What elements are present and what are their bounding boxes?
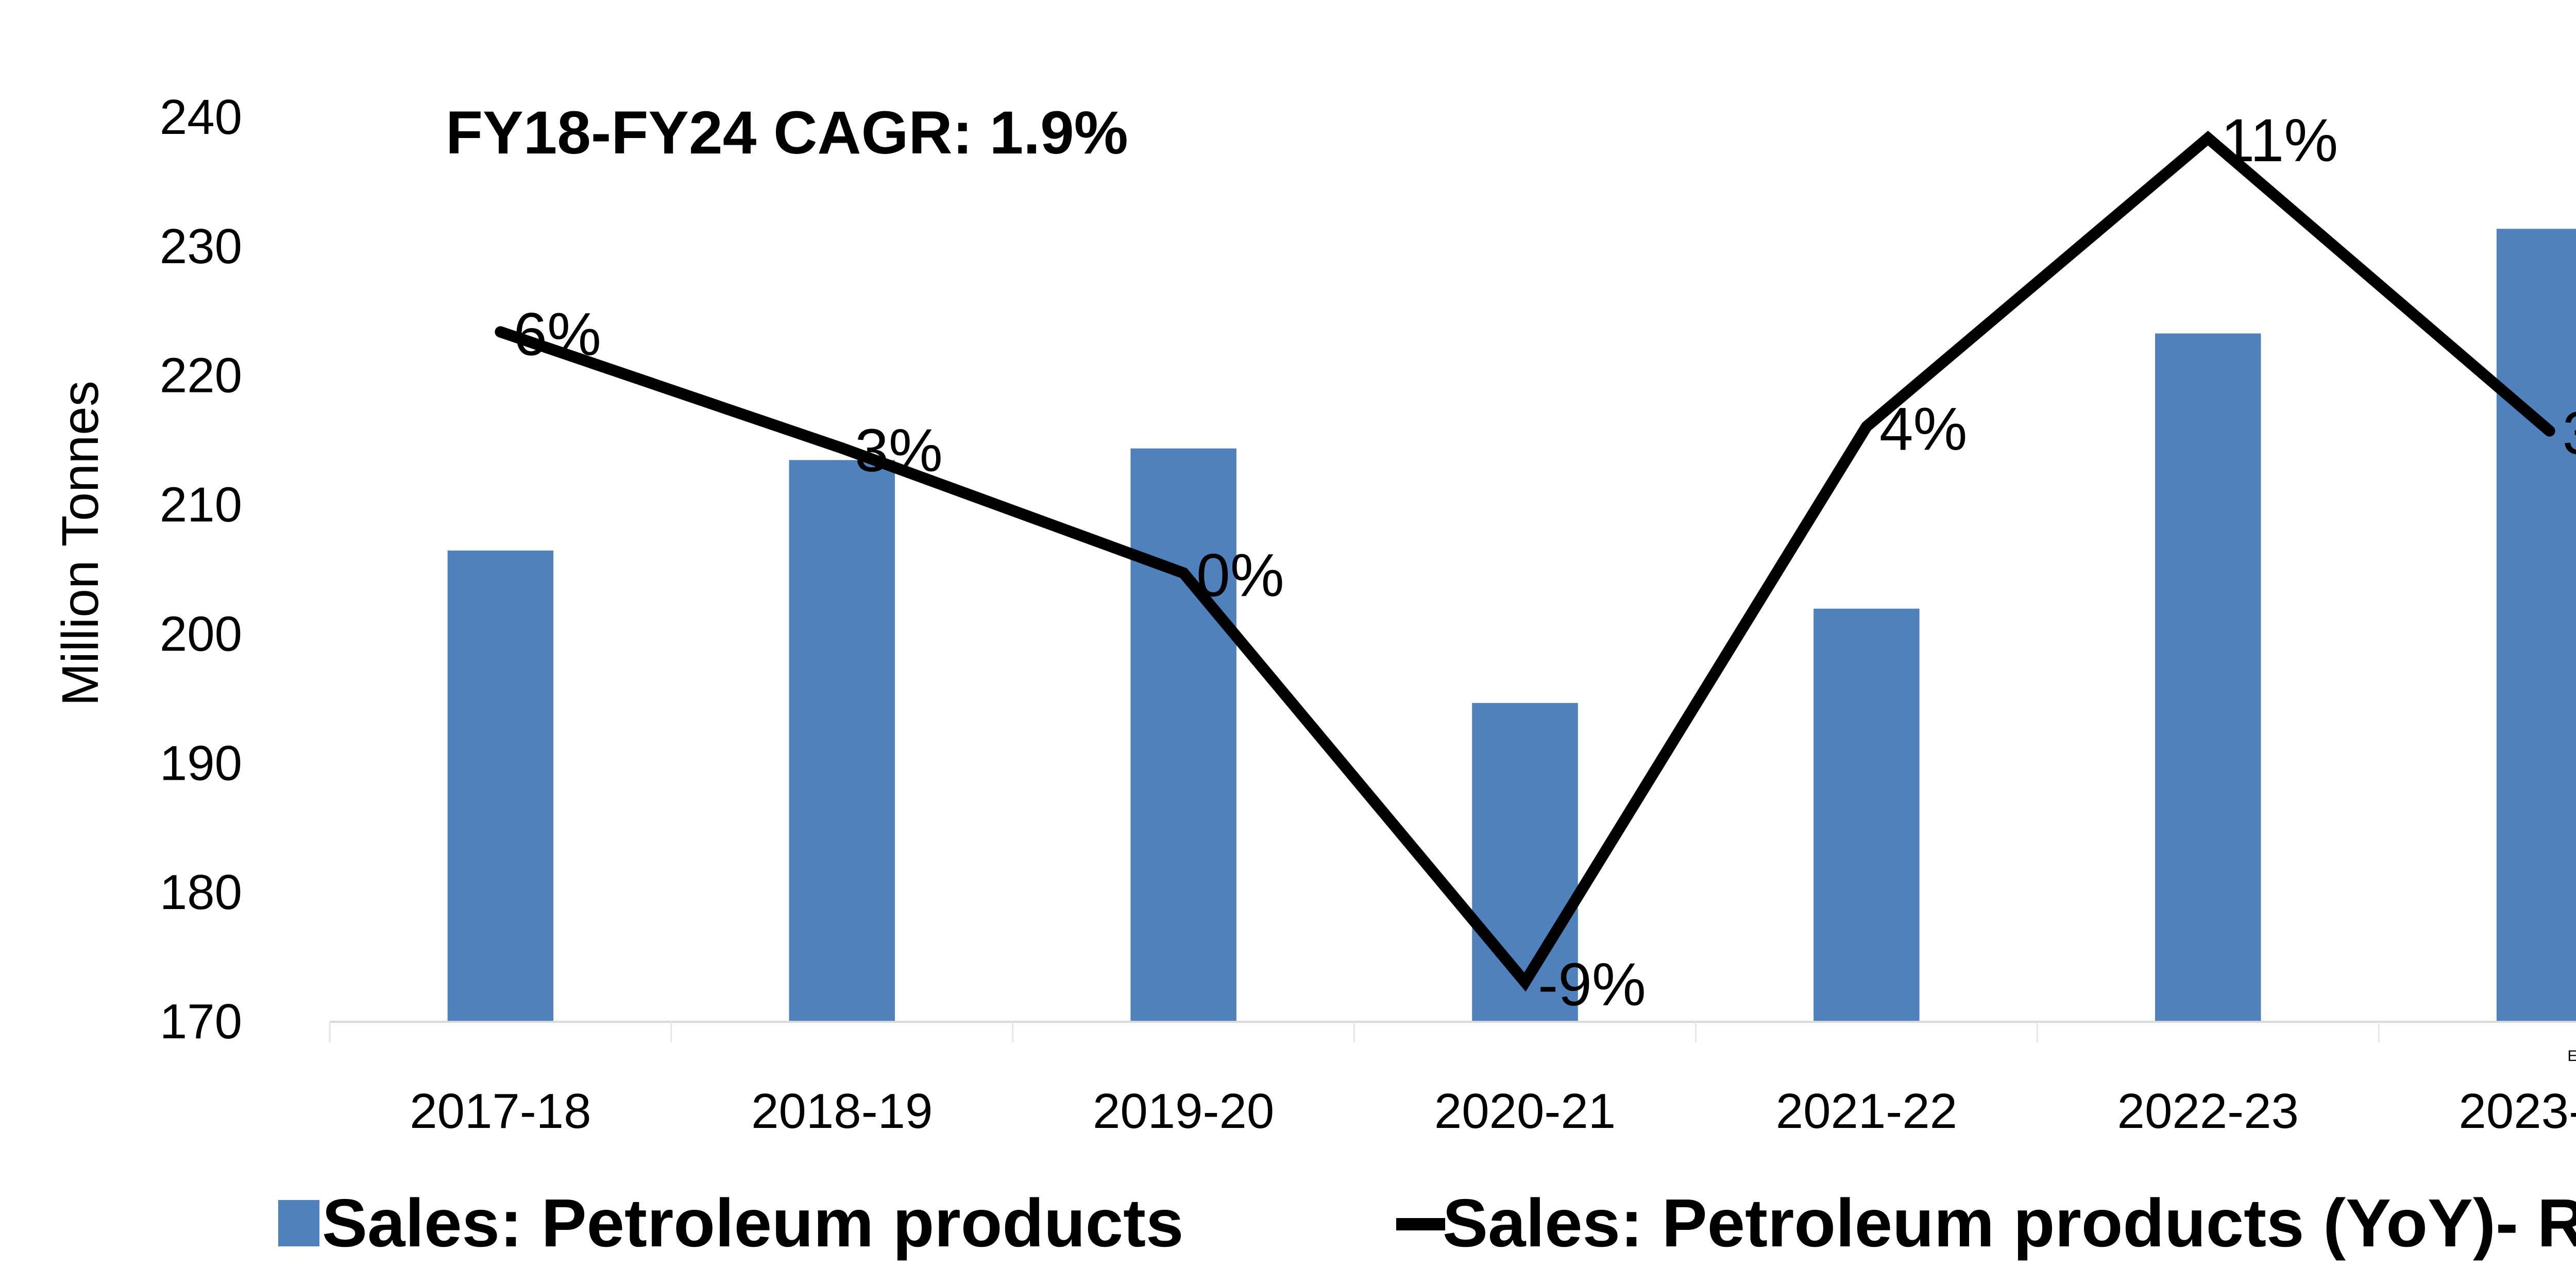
line-data-labels: 6% 3% 0% -9% 4% 11% 3.7% <box>513 107 2576 1019</box>
bar <box>1472 703 1578 1021</box>
bar-series <box>447 229 2576 1021</box>
line-data-label: 3.7% <box>2563 400 2576 468</box>
line-data-label: 4% <box>1879 395 1968 463</box>
bar <box>789 460 895 1021</box>
left-tick-label: 200 <box>160 606 242 661</box>
legend-bar-label: Sales: Petroleum products <box>322 1185 1183 1261</box>
left-axis-title: Million Tonnes <box>52 381 109 706</box>
x-tick-label: 2022-23 <box>2117 1084 2299 1139</box>
line-data-label: 6% <box>513 300 601 368</box>
cagr-annotation: FY18-FY24 CAGR: 1.9% <box>446 99 1128 167</box>
line-data-label: -9% <box>1538 951 1646 1019</box>
left-tick-label: 190 <box>160 735 242 791</box>
x-tick-label: 2018-19 <box>751 1084 933 1139</box>
line-data-label: 3% <box>855 417 943 485</box>
yoy-line <box>495 130 2555 992</box>
left-tick-label: 180 <box>160 865 242 920</box>
bar <box>2496 229 2576 1021</box>
bar <box>2155 333 2261 1021</box>
x-tick-label: 2023-24 <box>2459 1084 2576 1139</box>
legend-line-label: Sales: Petroleum products (YoY)- RHS <box>1443 1185 2576 1261</box>
x-tick-label: 2017-18 <box>410 1084 591 1139</box>
bar <box>1130 448 1236 1021</box>
legend-line-swatch <box>1396 1218 1445 1230</box>
x-tick-label: 2021-22 <box>1776 1084 1957 1139</box>
x-axis-tick-labels: 2017-18 2018-19 2019-20 2020-21 2021-22 2022-… <box>410 1084 2576 1139</box>
left-axis-ticks: 170 180 190 200 210 220 230 240 <box>160 90 242 1049</box>
left-tick-label: 210 <box>160 477 242 533</box>
legend-bar-swatch <box>278 1200 319 1246</box>
line-data-label: 11% <box>2221 107 2338 175</box>
left-tick-label: 220 <box>160 348 242 403</box>
left-tick-label: 170 <box>160 994 242 1049</box>
legend: Sales: Petroleum products Sales: Petrole… <box>278 1185 2576 1261</box>
bar <box>1814 608 1920 1021</box>
left-tick-label: 240 <box>160 90 242 145</box>
left-tick-label: 230 <box>160 219 242 274</box>
bar <box>447 550 554 1021</box>
x-tick-label: 2020-21 <box>1434 1084 1616 1139</box>
x-tick-label: 2019-20 <box>1093 1084 1274 1139</box>
x-axis <box>329 1021 2576 1042</box>
line-data-label: 0% <box>1196 542 1284 610</box>
estimate-note: Est <box>2567 1048 2576 1065</box>
line-series <box>495 130 2555 992</box>
